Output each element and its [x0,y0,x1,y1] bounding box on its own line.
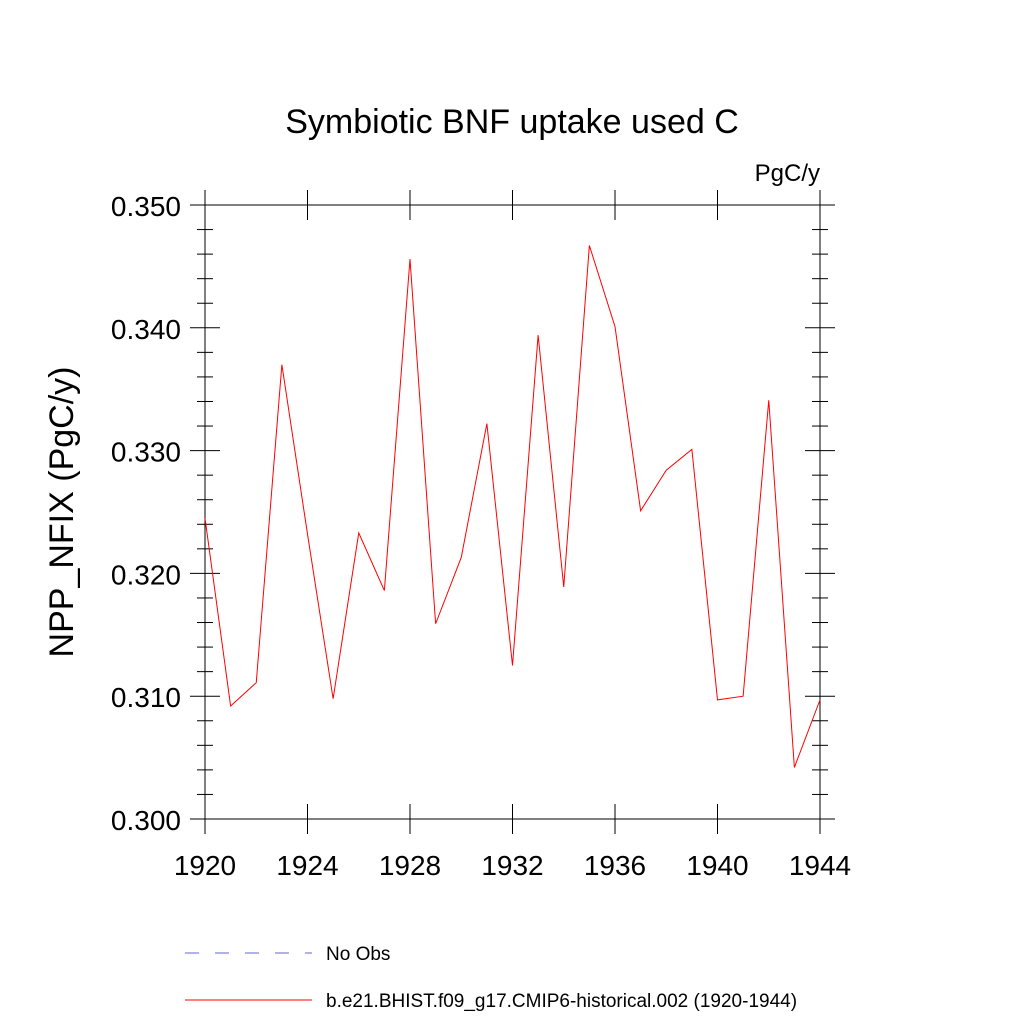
legend-label: b.e21.BHIST.f09_g17.CMIP6-historical.002… [326,991,797,1012]
legend-label: No Obs [326,944,390,965]
y-tick-labels: 0.300 0.310 0.320 0.330 0.340 0.350 [111,191,181,836]
chart-title: Symbiotic BNF uptake used C [285,103,739,141]
x-tick-label: 1928 [379,850,441,881]
x-tick-label: 1944 [789,850,851,881]
axis-ticks [190,190,835,834]
x-tick-label: 1920 [174,850,236,881]
y-tick-label: 0.320 [111,559,181,590]
x-tick-label: 1924 [276,850,338,881]
plot-frame [204,204,821,820]
y-tick-label: 0.300 [111,805,181,836]
series-line [204,245,821,768]
series-layer [204,245,821,768]
x-tick-labels: 1920 1924 1928 1932 1936 1940 1944 [174,850,851,881]
legend: No Obs b.e21.BHIST.f09_g17.CMIP6-historic… [185,944,797,1012]
y-axis-label: NPP_NFIX (PgC/y) [43,367,81,658]
x-tick-label: 1936 [584,850,646,881]
y-tick-label: 0.340 [111,314,181,345]
units-label: PgC/y [755,160,820,187]
x-tick-label: 1932 [481,850,543,881]
y-tick-label: 0.330 [111,437,181,468]
x-tick-label: 1940 [686,850,748,881]
y-tick-label: 0.350 [111,191,181,222]
y-tick-label: 0.310 [111,682,181,713]
